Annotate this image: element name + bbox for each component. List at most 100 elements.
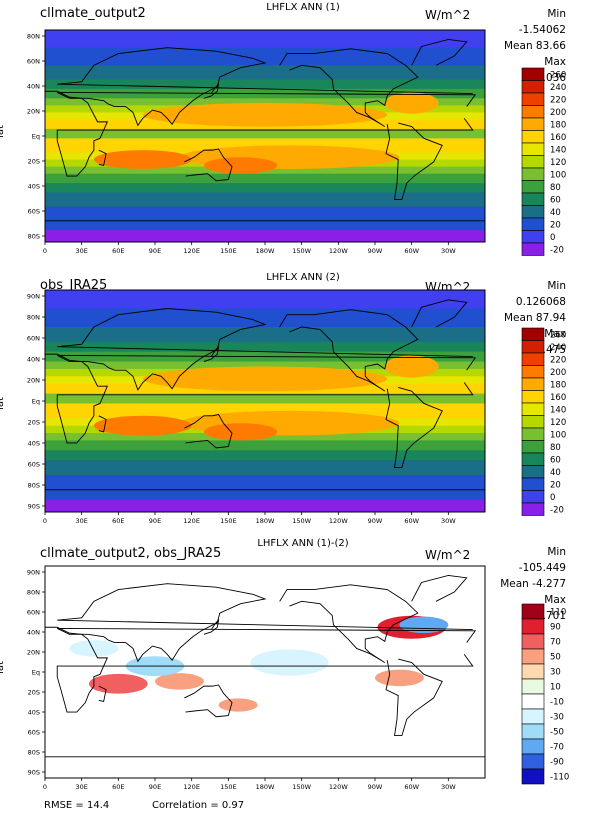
lat-tick-label: 20N (27, 377, 40, 385)
lat-tick-label: Eq (32, 133, 40, 141)
rmse-label: RMSE = 14.4 (44, 800, 110, 811)
colorbar-label: 180 (550, 120, 566, 130)
coastline-4 (279, 584, 419, 663)
lat-tick-label: 20N (27, 649, 40, 657)
colorbar-label: 120 (550, 418, 566, 428)
coastline-0 (45, 47, 473, 127)
lon-tick-label: 90W (368, 783, 383, 791)
lat-tick-label: 20N (27, 108, 40, 116)
lon-tick-label: 30W (441, 247, 456, 255)
panel-title: LHFLX ANN (1) (266, 2, 340, 13)
lon-tick-label: 60E (112, 783, 124, 791)
lon-tick-label: 120W (329, 517, 348, 525)
colorbar-label: 90 (550, 623, 561, 633)
lon-tick-label: 90E (149, 517, 161, 525)
flux-maximum-0 (142, 103, 388, 127)
colorbar-cell (521, 427, 545, 441)
colorbar-label: -90 (550, 758, 564, 768)
coastline-2 (184, 148, 233, 182)
lon-tick-label: 120E (183, 783, 200, 791)
coastline-3 (385, 658, 443, 737)
colorbar-cell (521, 603, 545, 620)
colorbar-label: -50 (550, 728, 564, 738)
flux-maximum-4 (384, 355, 439, 378)
coastline-7 (203, 618, 220, 635)
colorbar-label: 80 (550, 443, 561, 453)
lon-tick-label: 120W (329, 783, 348, 791)
lon-tick-label: 30W (441, 783, 456, 791)
lon-tick-label: 120E (183, 517, 200, 525)
coastline-3 (385, 386, 443, 469)
colorbar-label: -110 (550, 773, 569, 783)
coastline-1 (56, 354, 477, 444)
colorbar-cell (521, 708, 545, 725)
lon-tick-label: 90E (149, 247, 161, 255)
lon-tick-label: 60E (112, 247, 124, 255)
lat-tick-label: 60N (27, 609, 40, 617)
colorbar-cell (521, 217, 545, 231)
lon-tick-label: 90W (368, 517, 383, 525)
colorbar-cell (521, 155, 545, 169)
colorbar-cell (521, 180, 545, 194)
lon-tick-label: 180W (256, 517, 275, 525)
colorbar-label: -10 (550, 698, 564, 708)
colorbar-cell (521, 753, 545, 770)
lon-tick-label: 60W (404, 247, 419, 255)
lat-tick-label: 40N (27, 83, 40, 91)
colorbar-label: 220 (550, 95, 566, 105)
diff-anomaly-7 (69, 640, 119, 657)
colorbar-cell (521, 648, 545, 665)
colorbar-cell (521, 723, 545, 740)
flux-maximum-2 (93, 150, 192, 169)
lon-tick-label: 150W (292, 783, 311, 791)
coastline-0 (45, 583, 473, 663)
stat-mean: Mean 83.66 (503, 40, 566, 52)
coastline-5 (411, 574, 468, 602)
colorbar-cell (521, 477, 545, 491)
lon-tick-label: 150E (220, 517, 237, 525)
flux-maximum-3 (203, 423, 278, 441)
colorbar-label: 220 (550, 355, 566, 365)
colorbar-label: -30 (550, 713, 564, 723)
lon-tick-label: 150E (220, 247, 237, 255)
colorbar-cell (521, 738, 545, 755)
colorbar-label: -20 (550, 505, 564, 515)
colorbar-cell (521, 768, 545, 785)
colorbar-label: 0 (550, 493, 555, 503)
lat-tick-label: 40S (28, 440, 40, 448)
coastline-6 (98, 685, 107, 702)
panel-model: cllmate_output2 LHFLX ANN (1) W/m^2 Min … (0, 0, 606, 272)
case-name: cllmate_output2, obs_JRA25 (40, 546, 222, 561)
coastline-7 (203, 82, 220, 99)
colorbar-cell (521, 390, 545, 404)
colorbar-cell (521, 142, 545, 156)
colorbar-label: 80 (550, 183, 561, 193)
colorbar-cell (521, 80, 545, 94)
lat-tick-label: 80N (27, 314, 40, 322)
coastline-4 (279, 48, 419, 127)
lat-tick-label: Eq (32, 398, 40, 406)
lat-tick-label: 20S (28, 158, 40, 166)
flux-maximum-2 (93, 415, 192, 436)
colorbar-cell (521, 377, 545, 391)
colorbar-label: 240 (550, 83, 566, 93)
panel-title: LHFLX ANN (2) (266, 272, 340, 283)
correlation-label: Correlation = 0.97 (152, 800, 245, 811)
panel-title: LHFLX ANN (1)-(2) (257, 538, 349, 549)
colorbar-cell (521, 130, 545, 144)
lon-tick-label: 0 (43, 517, 47, 525)
lon-tick-label: 30W (441, 517, 456, 525)
colorbar-label: 140 (550, 145, 566, 155)
lon-tick-label: 30E (75, 783, 87, 791)
arctic-band (45, 30, 485, 42)
colorbar-label: 200 (550, 108, 566, 118)
colorbar-label: 160 (550, 133, 566, 143)
diff-anomaly-6 (250, 649, 329, 676)
colorbar-label: 20 (550, 480, 561, 490)
lat-tick-label: 60N (27, 335, 40, 343)
colorbar-cell (521, 352, 545, 366)
